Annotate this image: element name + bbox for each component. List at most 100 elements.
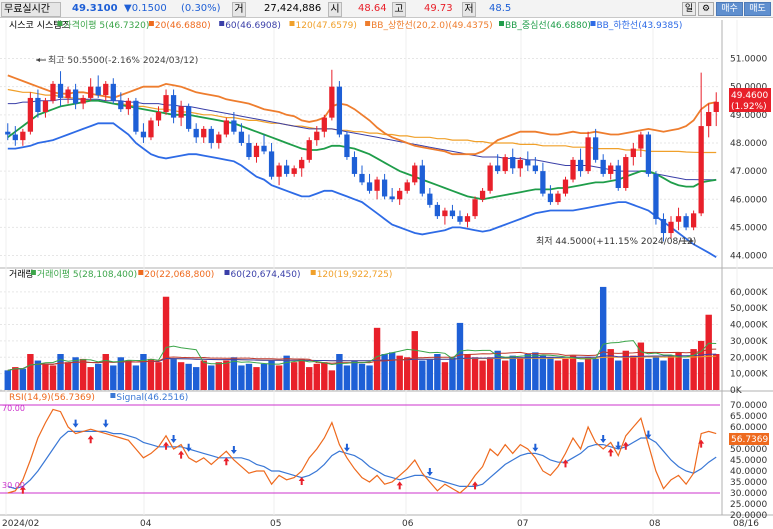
volume-bar	[441, 362, 449, 390]
volume-bar	[177, 362, 185, 390]
rsi-tick-label: 30.0000	[730, 489, 767, 499]
volume-bar	[72, 357, 79, 390]
candle-body	[381, 179, 388, 197]
legend-label: RSI(14,9)(56.7369)	[9, 393, 95, 403]
volume-bar	[140, 354, 147, 390]
candle-body	[630, 148, 636, 158]
volume-bar	[697, 340, 705, 390]
candle-body	[653, 173, 659, 219]
candle-body	[336, 86, 343, 135]
candle-body	[366, 182, 373, 191]
candle-body	[314, 131, 320, 141]
volume-tick-label: 30,000K	[730, 337, 768, 347]
candle-body	[223, 120, 229, 135]
volume-bar	[682, 358, 690, 390]
volume-bar	[637, 342, 645, 390]
buy-button[interactable]: 매수	[716, 2, 743, 16]
candle-body	[291, 168, 297, 174]
candle-body	[593, 137, 599, 160]
volume-bar	[652, 357, 660, 390]
buy-signal-arrow-icon	[178, 450, 185, 459]
realtime-mode-label[interactable]: 무료실시간	[1, 2, 61, 17]
grid-lines	[0, 20, 773, 516]
buy-signal-arrow-icon	[607, 448, 614, 457]
candle-body	[351, 157, 358, 174]
volume-bar	[713, 354, 720, 390]
candle-body	[231, 120, 237, 132]
volume-bar	[4, 370, 11, 390]
volume-moving-averages	[7, 340, 717, 371]
volume-bar	[569, 355, 577, 390]
volume-bar	[388, 352, 396, 390]
volume-bar	[170, 358, 177, 390]
candle-body	[457, 216, 463, 222]
sell-signal-arrow-icon	[532, 443, 539, 452]
rsi-tick-label: 40.0000	[730, 467, 767, 477]
legend-label: 거래량	[9, 268, 34, 280]
candle-body	[427, 193, 433, 205]
volume-bar	[411, 331, 418, 390]
candle-body	[148, 120, 154, 138]
legend-swatch	[499, 21, 504, 26]
volume-bar	[313, 363, 320, 390]
volume-bar	[471, 357, 479, 390]
price-tick-label: 44.0000	[730, 252, 767, 262]
volume-bar	[298, 358, 305, 390]
volume-bar	[404, 357, 411, 390]
gear-icon[interactable]: ⚙	[698, 2, 714, 16]
volume-bar	[645, 358, 652, 390]
candle-body	[434, 204, 441, 217]
legend-swatch	[365, 21, 371, 26]
sell-button[interactable]: 매도	[744, 2, 771, 16]
bb-upper-line	[7, 74, 717, 156]
volume-bar	[34, 360, 42, 390]
rsi-tick-label: 35.0000	[730, 478, 767, 488]
volume-tick-label: 50,000K	[730, 304, 768, 314]
date-label: 04	[140, 519, 152, 529]
candle-body	[555, 193, 561, 203]
candle-body	[253, 145, 260, 158]
price-tick-label: 47.0000	[730, 167, 767, 177]
buy-signal-arrow-icon	[223, 457, 230, 466]
volume-bar	[577, 362, 584, 390]
candle-body	[246, 142, 252, 158]
current-price-tag	[729, 88, 771, 112]
rsi-lower-label: 30.00	[2, 481, 25, 490]
volume-bar	[283, 355, 290, 390]
price-change-pct: (0.30%)	[181, 3, 221, 14]
legend-swatch	[310, 270, 316, 275]
volume-ma5-line	[7, 340, 717, 371]
low-label: 저	[462, 2, 476, 17]
candle-body	[80, 97, 86, 104]
volume-label: 거	[232, 2, 246, 17]
volume-bar	[584, 357, 592, 390]
volume-bar	[449, 357, 456, 390]
volume-bar	[705, 314, 712, 390]
volume-bar	[192, 367, 200, 390]
candle-body	[276, 165, 282, 177]
volume-bar	[223, 360, 230, 390]
volume-bar	[95, 363, 102, 390]
rsi-upper-label: 70.00	[2, 404, 25, 413]
price-tick-label: 51.0000	[730, 55, 767, 65]
legend-swatch	[590, 21, 596, 26]
candle-body	[577, 159, 584, 172]
candle-body	[118, 100, 124, 110]
volume-bar	[464, 354, 471, 390]
daily-period-button[interactable]: 일	[682, 2, 696, 16]
legend-label: 60(46.6908)	[225, 21, 281, 31]
volume-bar	[592, 358, 599, 390]
candle-body	[201, 128, 207, 138]
candle-body	[140, 131, 147, 138]
rsi-tick-label: 20.0000	[730, 511, 767, 521]
volume-bar	[494, 350, 501, 390]
candlesticks	[5, 69, 719, 242]
buy-signal-arrow-icon	[19, 485, 26, 494]
volume-bar	[479, 360, 486, 390]
volume-bar	[162, 296, 170, 390]
candle-body	[585, 137, 591, 172]
candle-body	[268, 151, 275, 177]
candle-body	[487, 165, 493, 191]
